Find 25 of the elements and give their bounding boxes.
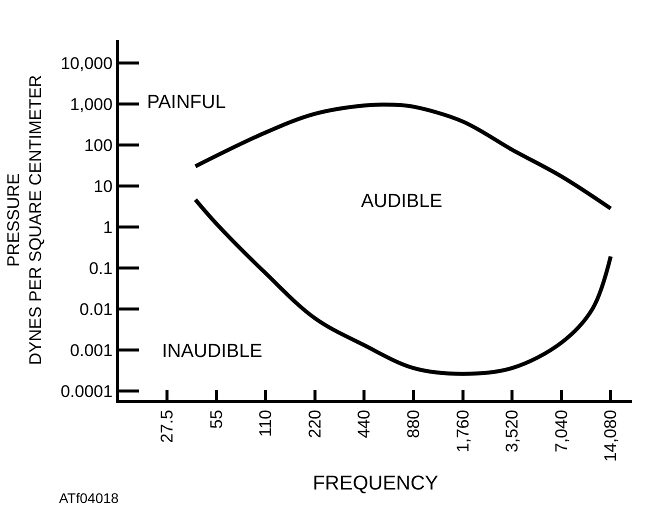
x-tick-label: 14,080: [601, 410, 620, 462]
y-tick-label: 10,000: [60, 54, 113, 73]
y-tick-label: 0.001: [70, 340, 113, 360]
x-tick-label: 110: [256, 410, 276, 437]
y-tick-label: 0.0001: [60, 382, 113, 401]
y-axis-title: PRESSURE DYNES PER SQUARE CENTIMETER: [4, 75, 46, 365]
y-tick-label: 0.01: [80, 300, 113, 319]
y-tick-label: 10: [94, 176, 113, 196]
text: ATf04018: [59, 490, 119, 506]
y-tick-label: 1,000: [70, 94, 113, 114]
x-tick-label: 7,040: [552, 410, 571, 452]
x-tick-label: 880: [404, 410, 424, 438]
x-tick-label: 55: [206, 410, 226, 429]
y-tick-label: 0.1: [88, 258, 113, 278]
y-tick-label: 1: [103, 218, 113, 237]
x-tick-label: 1,760: [453, 410, 472, 452]
x-axis-title: FREQUENCY: [312, 472, 438, 494]
x-tick-label: 220: [305, 410, 324, 438]
x-tick-label: 440: [354, 410, 374, 438]
y-tick-label: 100: [84, 136, 113, 155]
x-tick-label: 27.5: [158, 410, 177, 443]
annotation: INAUDIBLE: [162, 341, 262, 362]
x-tick-label: 3,520: [502, 410, 522, 452]
annotation: PAINFUL: [147, 92, 226, 113]
annotation: AUDIBLE: [361, 191, 442, 212]
